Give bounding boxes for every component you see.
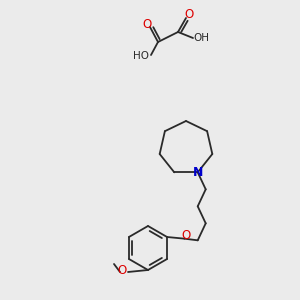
Text: N: N bbox=[193, 166, 203, 179]
Text: OH: OH bbox=[193, 33, 209, 43]
Text: O: O bbox=[184, 8, 194, 22]
Text: O: O bbox=[117, 265, 127, 278]
Text: HO: HO bbox=[133, 51, 149, 61]
Text: O: O bbox=[182, 229, 191, 242]
Text: O: O bbox=[142, 17, 152, 31]
